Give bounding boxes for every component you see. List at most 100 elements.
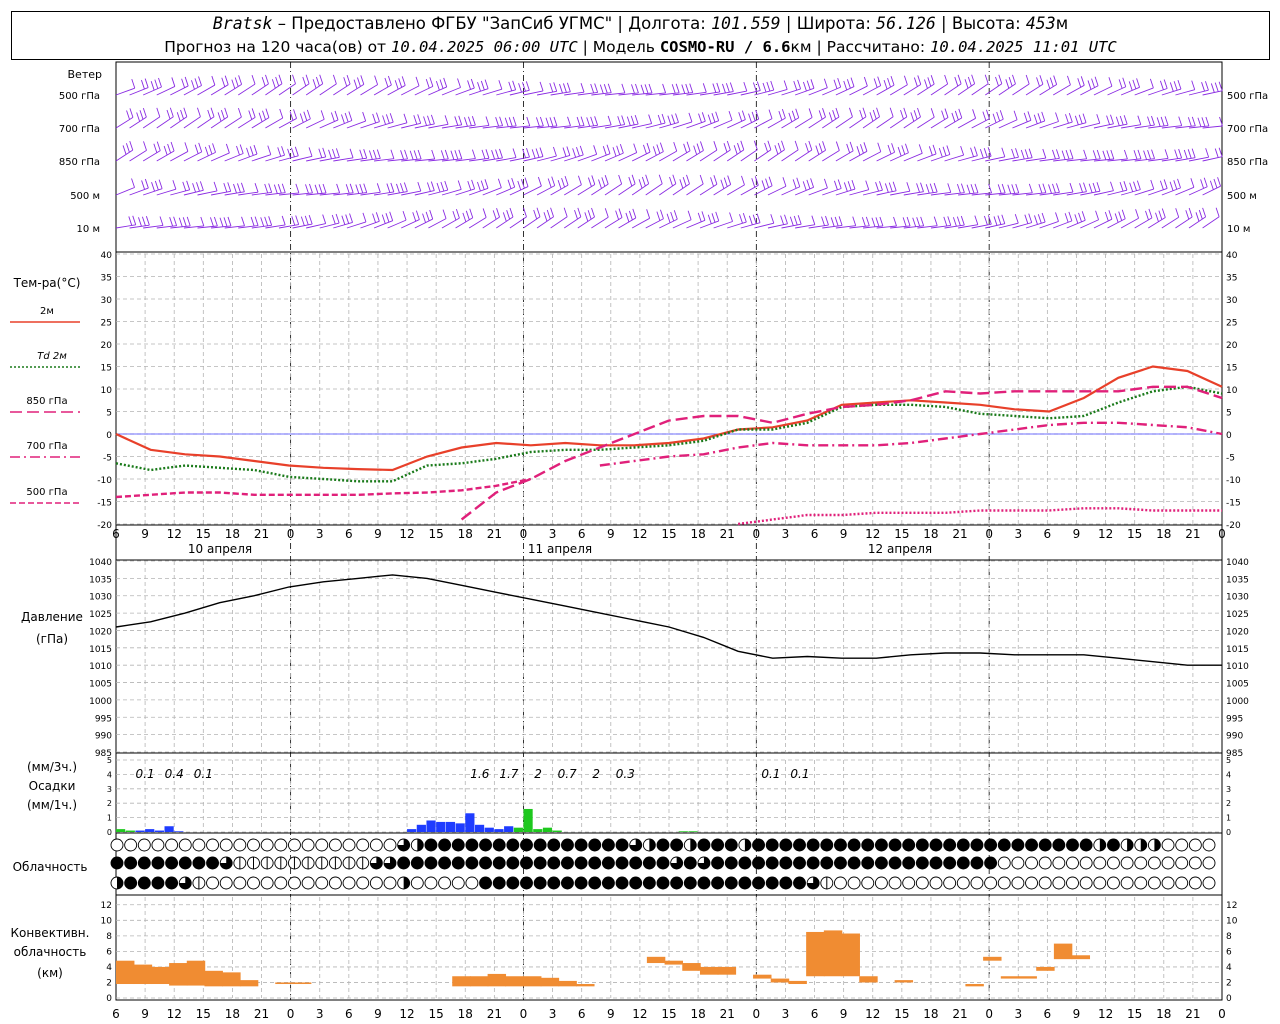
wind-barb	[740, 184, 759, 196]
wind-barb-feather	[224, 75, 229, 85]
temp-y-tick-left: -5	[103, 454, 112, 464]
wind-barb	[726, 184, 745, 196]
wind-barb-feather	[293, 109, 297, 119]
wind-barb	[672, 183, 690, 196]
wind-barb-feather	[158, 77, 162, 88]
wind-barb-feather	[988, 183, 993, 194]
wind-barb	[699, 183, 718, 196]
cloud-circle	[874, 856, 888, 870]
wind-barb	[1188, 89, 1209, 96]
wind-barb	[1080, 219, 1099, 229]
wind-barb	[659, 218, 678, 229]
bottom-x-tick: 18	[923, 1007, 938, 1021]
wind-barb-feather	[563, 207, 568, 217]
wind-barb-feather	[184, 76, 189, 87]
wind-barb	[1175, 216, 1193, 229]
cloud-circle	[492, 876, 506, 890]
wind-barb-feather	[1015, 148, 1019, 158]
cloud-three-quarter	[220, 857, 233, 870]
cloud-symbol	[847, 838, 861, 852]
wind-barb	[632, 92, 653, 96]
cloud-three-quarter	[179, 877, 192, 889]
wind-barb-feather	[822, 141, 827, 151]
cloud-three-quarter	[384, 857, 396, 869]
wind-barb-feather	[275, 76, 280, 87]
wind-barb-feather	[1185, 210, 1190, 220]
wind-barb-feather	[536, 207, 541, 217]
wind-barb-feather	[227, 182, 232, 192]
wind-barb-feather	[561, 177, 565, 188]
cloud-symbol	[247, 838, 260, 852]
wind-barb-feather	[1187, 149, 1192, 159]
wind-barb-feather	[431, 149, 436, 160]
wind-barb-feather	[1110, 181, 1114, 191]
cloud-symbol	[533, 838, 547, 852]
wind-barb	[998, 83, 1016, 96]
wind-barb-feather	[495, 117, 500, 127]
wind-barb	[713, 184, 731, 196]
wind-barb-feather	[1118, 79, 1123, 89]
bottom-x-tick: 3	[316, 1007, 324, 1021]
wind-barb	[998, 192, 1019, 196]
conv-bar	[222, 972, 241, 987]
cloud-circle	[124, 856, 138, 870]
cloud-circle	[779, 856, 793, 870]
wind-barb	[536, 216, 554, 229]
bottom-x-tick: 9	[1073, 1007, 1081, 1021]
wind-barb	[577, 92, 598, 96]
wind-barb	[808, 149, 826, 162]
wind-barb	[319, 156, 340, 162]
bottom-x-tick: 12	[632, 1007, 647, 1021]
wind-barb-feather	[741, 175, 745, 186]
wind-barb	[428, 218, 447, 229]
wind-barb	[1052, 84, 1071, 96]
wind-barb	[170, 85, 189, 96]
wind-barb	[536, 90, 557, 96]
conv-bar	[788, 980, 807, 985]
wind-barb-feather	[1164, 149, 1169, 159]
cloud-circle	[1188, 876, 1202, 890]
cloud-symbol	[1161, 838, 1175, 852]
wind-barb	[156, 188, 177, 196]
cloud-circle	[1134, 876, 1148, 890]
precip-unit-3h: (мм/3ч.)	[27, 760, 77, 774]
wind-barb	[890, 152, 909, 162]
bottom-x-tick: 0	[985, 1007, 993, 1021]
cloud-circle	[342, 838, 356, 852]
cloud-circle	[1161, 838, 1175, 852]
temp-title: Тем-ра(°C)	[13, 276, 81, 290]
wind-barb-feather	[471, 116, 476, 126]
date-label: 12 апреля	[868, 542, 932, 556]
precip-3h-total: 0.3	[616, 767, 635, 781]
cloud-half	[1140, 839, 1147, 851]
wind-barb-feather	[457, 78, 461, 88]
conv-bar	[1036, 966, 1055, 971]
wind-barb-feather	[495, 149, 499, 159]
wind-barb-feather	[302, 76, 307, 87]
wind-barb	[591, 216, 609, 229]
conv-bar	[806, 931, 825, 977]
wind-barb	[1188, 216, 1206, 229]
precip-bar	[135, 830, 145, 832]
provider-text: – Предоставлено ФГБУ "ЗапСиб УГМС"	[277, 14, 613, 33]
cloud-circle	[861, 838, 875, 852]
wind-barb	[292, 83, 310, 96]
wind-barb-feather	[903, 75, 908, 85]
wind-barb-feather	[755, 109, 760, 120]
wind-barb-feather	[633, 143, 638, 153]
wind-barb-feather	[699, 174, 704, 185]
wind-barb-feather	[1121, 209, 1126, 219]
wind-barb	[1161, 216, 1179, 229]
cloud-circle	[219, 838, 233, 852]
wind-barb-feather	[659, 142, 664, 152]
cloud-circle	[656, 876, 670, 890]
wind-barb	[360, 191, 381, 196]
wind-barb-feather	[1163, 179, 1168, 189]
wind-barb-feather	[348, 111, 353, 121]
wind-barb-feather	[1178, 116, 1183, 126]
wind-barb-feather	[628, 176, 633, 187]
pressure-y-tick-right: 1025	[1226, 610, 1249, 620]
wind-barb-feather	[1147, 116, 1151, 126]
wind-barb-feather	[551, 176, 556, 186]
wind-barb-feather	[619, 143, 624, 154]
